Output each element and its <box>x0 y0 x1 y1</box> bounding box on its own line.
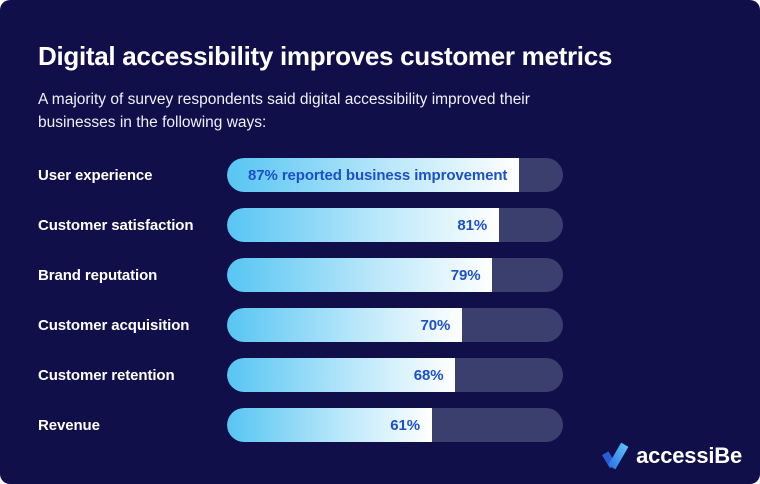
subtitle: A majority of survey respondents said di… <box>38 88 722 134</box>
bar-chart: User experience 87% reported business im… <box>38 158 722 442</box>
bar-fill: 87% reported business improvement <box>227 158 520 192</box>
bar-row: User experience 87% reported business im… <box>38 158 722 192</box>
subtitle-line-2: businesses in the following ways: <box>38 114 267 131</box>
bar-category-label: User experience <box>38 166 153 184</box>
bar-fill: 68% <box>227 358 456 392</box>
bar-category-label: Customer acquisition <box>38 316 190 334</box>
bar-row: Revenue 61% <box>38 408 722 442</box>
subtitle-line-1: A majority of survey respondents said di… <box>38 91 530 108</box>
bar-track: 61% <box>227 408 563 442</box>
bar-fill: 61% <box>227 408 432 442</box>
bar-category-label: Revenue <box>38 416 100 434</box>
bar-value-label: 61% <box>390 416 420 434</box>
bar-row: Customer acquisition 70% <box>38 308 722 342</box>
bar-row: Brand reputation 79% <box>38 258 722 292</box>
bar-fill: 70% <box>227 308 463 342</box>
bar-category-label: Customer satisfaction <box>38 216 194 234</box>
bar-track: 68% <box>227 358 563 392</box>
bar-value-label: 79% <box>450 266 481 284</box>
bar-fill: 81% <box>227 208 500 242</box>
page-title: Digital accessibility improves customer … <box>38 41 613 71</box>
bar-category-label: Customer retention <box>38 366 175 384</box>
bar-track: 70% <box>227 308 563 342</box>
check-icon <box>602 442 629 470</box>
bar-value-label: 87% reported business improvement <box>248 166 508 184</box>
bar-row: Customer satisfaction 81% <box>38 208 722 242</box>
bar-track: 87% reported business improvement <box>227 158 563 192</box>
bar-track: 79% <box>227 258 563 292</box>
bar-category-label: Brand reputation <box>38 266 158 284</box>
bar-track: 81% <box>227 208 563 242</box>
bar-value-label: 70% <box>420 316 451 334</box>
logo-wordmark: accessiBe <box>636 443 742 468</box>
bar-value-label: 68% <box>413 366 444 384</box>
bar-value-label: 81% <box>457 216 488 234</box>
bar-row: Customer retention 68% <box>38 358 722 392</box>
bar-fill: 79% <box>227 258 493 292</box>
accessibe-logo: accessiBe <box>601 441 742 471</box>
